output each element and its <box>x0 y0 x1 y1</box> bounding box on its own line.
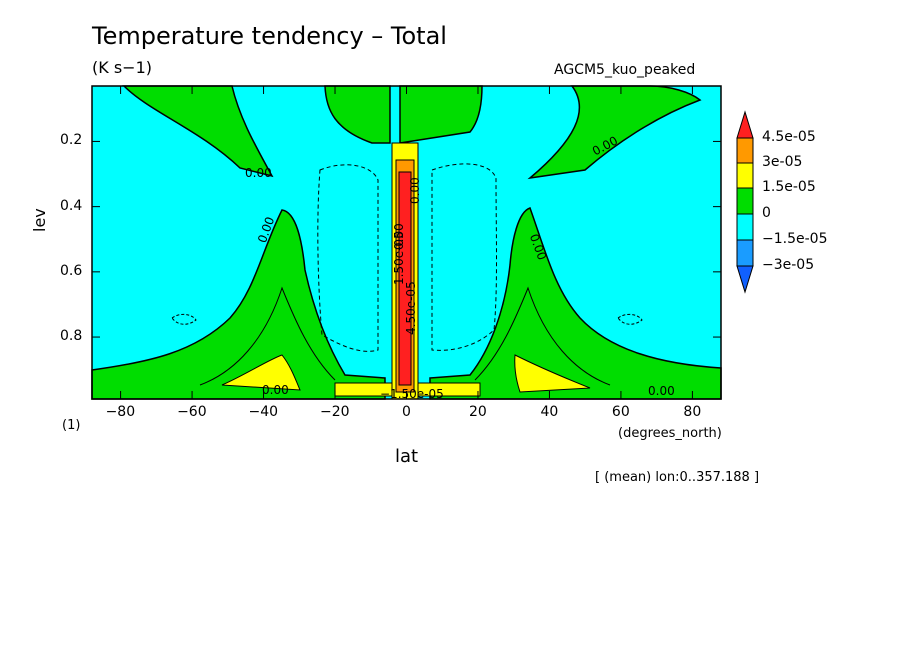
chart-units: (K s−1) <box>92 58 152 77</box>
contour-label: 1.50e-05 <box>392 231 406 285</box>
colorbar-level-label: 1.5e-05 <box>762 179 816 195</box>
contour-label: 0.00 <box>408 177 422 204</box>
region-upper-left-positive <box>122 85 274 178</box>
x-axis-label: lat <box>395 446 419 467</box>
colorbar-band-yellow <box>736 162 754 189</box>
colorbar-bottom-arrow <box>736 265 754 294</box>
contour-left-inner <box>199 286 336 386</box>
x-axis-units: (degrees_north) <box>618 426 722 441</box>
colorbar-band-lightblue <box>736 239 754 267</box>
x-tick-label: 60 <box>611 404 630 420</box>
chart-title: Temperature tendency – Total <box>92 22 447 50</box>
region-upper-center-positive <box>324 85 483 144</box>
region-left-lower-positive <box>91 209 386 400</box>
y-tick-label: 0.6 <box>60 262 83 279</box>
colorbar-band-orange <box>736 137 754 164</box>
averaging-footnote: [ (mean) lon:0..357.188 ] <box>595 470 760 485</box>
x-tick-label: −40 <box>248 404 279 420</box>
x-tick-label: −80 <box>105 404 136 420</box>
y-tick-label: 0.4 <box>60 197 83 214</box>
region-right-lower-positive <box>429 207 722 400</box>
region-right-yellow <box>514 354 591 393</box>
negative-contour-small-left <box>171 313 197 325</box>
x-tick-label: 40 <box>540 404 559 420</box>
model-label: AGCM5_kuo_peaked <box>554 62 696 78</box>
x-tick-label: 80 <box>683 404 702 420</box>
axis-ticks <box>92 86 721 399</box>
negative-contour-right <box>431 163 497 351</box>
contour-label: 0.00 <box>262 383 289 397</box>
colorbar-level-label: 3e-05 <box>762 154 803 170</box>
contour-right-inner <box>474 286 611 386</box>
x-tick-label: 20 <box>468 404 487 420</box>
y-tick-label: 0.8 <box>60 328 83 345</box>
x-tick-label: −20 <box>320 404 350 420</box>
colorbar-level-label: −1.5e-05 <box>762 231 828 247</box>
colorbar-band-green <box>736 187 754 215</box>
contour-label: 0.00 <box>245 166 272 180</box>
contour-label: 0.00 <box>648 384 675 398</box>
colorbar-level-label: 4.5e-05 <box>762 129 816 145</box>
contour-label: −1.50e-05 <box>380 387 444 401</box>
panel-count-label: (1) <box>62 418 81 433</box>
negative-contour-small-right <box>617 313 643 325</box>
colorbar-band-cyan <box>736 213 754 241</box>
contour-label: 4.50e-05 <box>404 281 418 335</box>
colorbar <box>736 110 754 294</box>
x-tick-label: −60 <box>177 404 207 420</box>
x-tick-label: 0 <box>402 404 411 420</box>
region-upper-right-positive <box>527 85 702 180</box>
region-left-yellow <box>221 354 301 391</box>
colorbar-level-label: 0 <box>762 205 771 221</box>
colorbar-level-label: −3e-05 <box>762 257 815 273</box>
region-equatorial-red <box>398 171 412 386</box>
colorbar-top-arrow <box>736 110 754 139</box>
negative-contour-left <box>317 164 379 352</box>
y-tick-label: 0.2 <box>60 132 83 149</box>
